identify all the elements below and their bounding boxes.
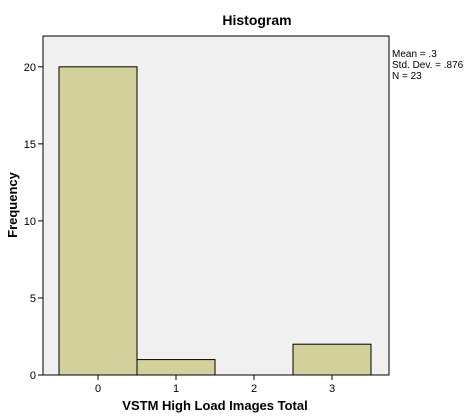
x-tick-label-3: 3 — [329, 383, 335, 395]
y-tick-label-10: 10 — [24, 216, 36, 228]
y-tick-label-0: 0 — [30, 370, 36, 382]
y-axis-title: Frequency — [5, 171, 20, 238]
y-tick-label-5: 5 — [30, 293, 36, 305]
x-axis-ticks: 0 1 2 3 — [95, 375, 335, 395]
x-tick-label-2: 2 — [251, 383, 257, 395]
stats-n: N = 23 — [392, 71, 422, 82]
bar-3 — [292, 343, 372, 376]
stats-std-dev: Std. Dev. = .876 — [392, 60, 464, 71]
stats-box: Mean = .3 Std. Dev. = .876 N = 23 — [392, 49, 464, 82]
bar-0 — [58, 66, 138, 376]
y-tick-label-15: 15 — [24, 139, 36, 151]
x-axis-title: VSTM High Load Images Total — [122, 398, 307, 413]
y-tick-label-20: 20 — [24, 62, 36, 74]
x-tick-label-1: 1 — [173, 383, 179, 395]
chart-title: Histogram — [222, 12, 291, 28]
x-tick-label-0: 0 — [95, 383, 101, 395]
bars-group — [58, 66, 372, 376]
stats-mean: Mean = .3 — [392, 49, 437, 60]
y-axis-ticks: 0 5 10 15 20 — [24, 62, 43, 382]
bar-1 — [136, 359, 216, 376]
